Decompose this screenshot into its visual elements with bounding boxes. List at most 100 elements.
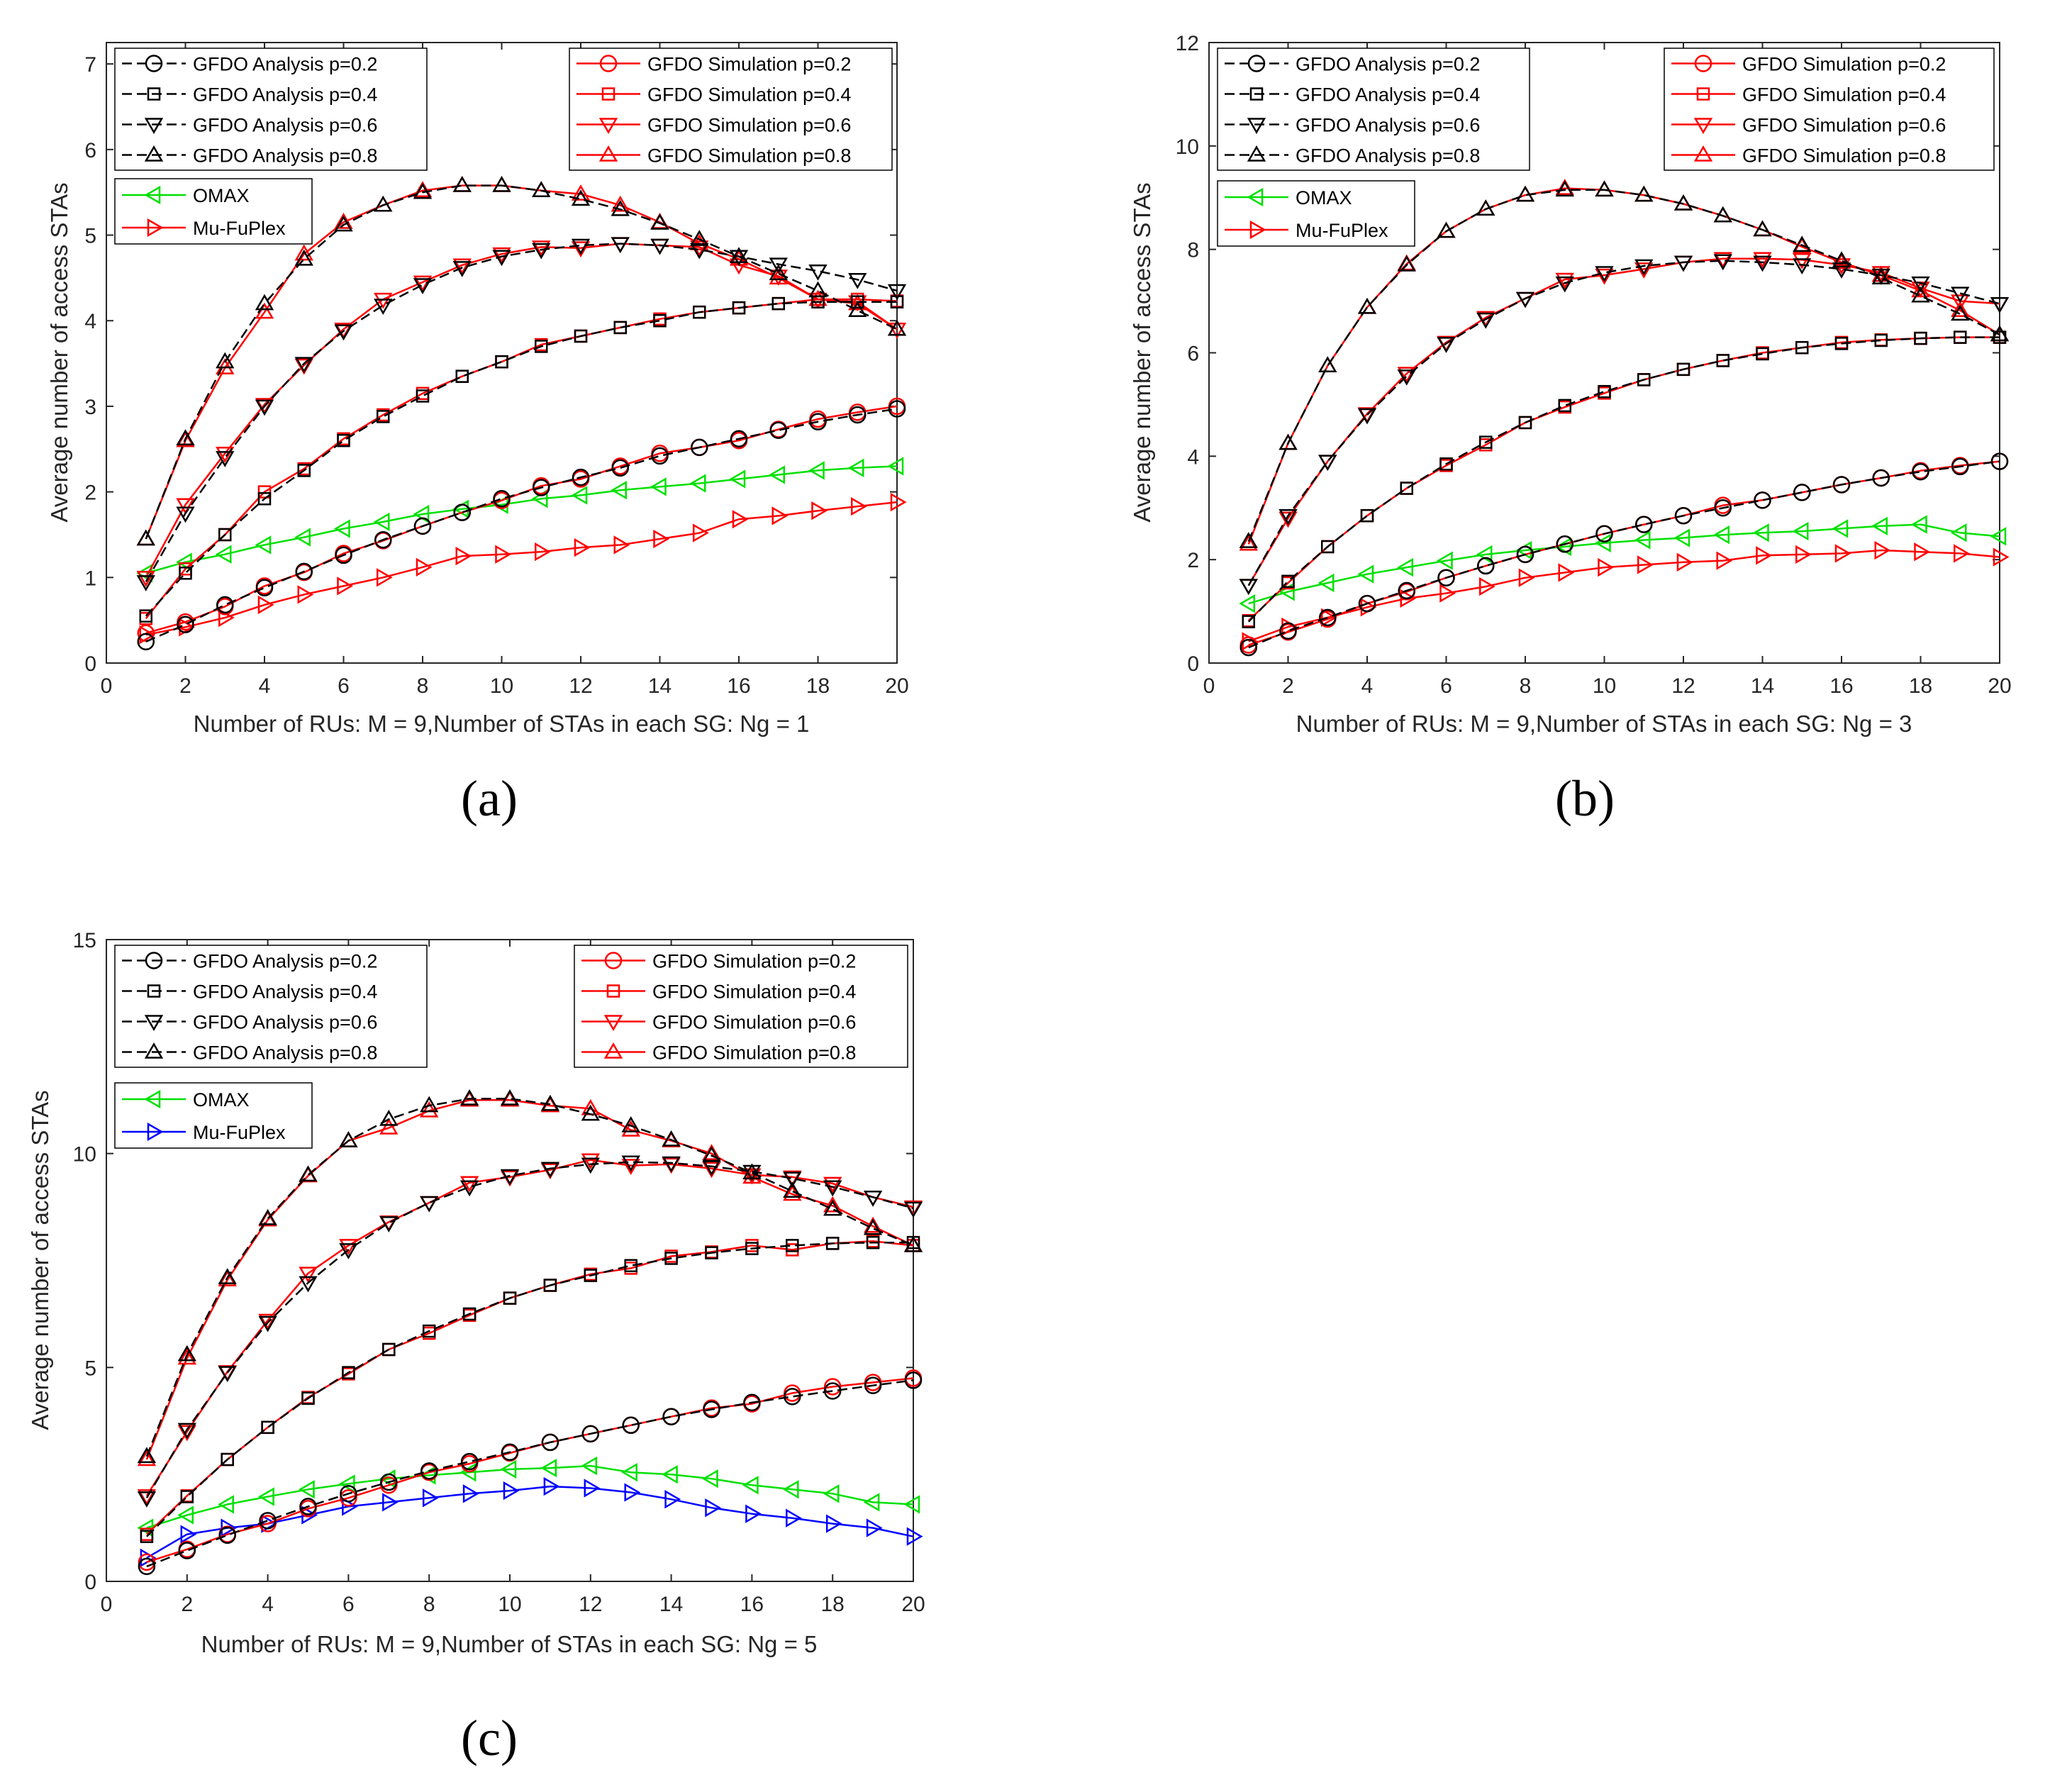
data-point bbox=[1713, 206, 1732, 223]
legend-analysis-entry: GFDO Analysis p=0.4 bbox=[1296, 84, 1480, 106]
data-point bbox=[888, 400, 906, 418]
data-point bbox=[784, 1388, 801, 1406]
data-point bbox=[1951, 294, 1970, 311]
data-point bbox=[866, 1518, 883, 1537]
data-point bbox=[379, 1216, 399, 1232]
data-point bbox=[1872, 469, 1890, 487]
series-line bbox=[1248, 460, 2000, 649]
data-point bbox=[1279, 622, 1297, 640]
data-point bbox=[380, 1473, 398, 1491]
data-point bbox=[863, 1190, 883, 1207]
data-point bbox=[571, 238, 591, 255]
data-point bbox=[1793, 258, 1812, 275]
data-point bbox=[176, 552, 192, 572]
data-point bbox=[866, 1235, 880, 1250]
data-point bbox=[177, 616, 194, 633]
data-point bbox=[689, 474, 706, 493]
data-point bbox=[334, 519, 350, 538]
data-point bbox=[1318, 455, 1337, 472]
legend-simulation-entry: GFDO Simulation p=0.8 bbox=[647, 145, 851, 167]
legend-analysis-entry: GFDO Analysis p=0.6 bbox=[1296, 115, 1480, 136]
series-gfdo-analysis-p-0-2 bbox=[138, 1371, 923, 1576]
data-point bbox=[1397, 557, 1413, 577]
data-point bbox=[340, 1485, 357, 1503]
data-point bbox=[1673, 255, 1693, 272]
legend-simulation-swatch-marker bbox=[1693, 145, 1713, 162]
series-line bbox=[145, 184, 898, 540]
data-point bbox=[1832, 251, 1851, 267]
data-point bbox=[1637, 555, 1654, 574]
data-point bbox=[581, 1157, 600, 1174]
data-point bbox=[1673, 194, 1693, 211]
x-tick-label: 12 bbox=[569, 674, 592, 698]
data-point bbox=[459, 1462, 477, 1482]
data-point bbox=[1555, 537, 1571, 557]
data-point bbox=[452, 176, 472, 192]
data-point bbox=[1479, 577, 1495, 596]
data-point bbox=[1674, 506, 1693, 525]
legend-analysis-entry: GFDO Analysis p=0.8 bbox=[193, 145, 377, 167]
data-point bbox=[338, 1474, 355, 1493]
legend-simulation-entry: GFDO Simulation p=0.6 bbox=[647, 115, 851, 136]
data-point bbox=[299, 1267, 318, 1284]
data-point bbox=[769, 257, 788, 274]
data-point bbox=[863, 1493, 880, 1512]
data-point bbox=[1555, 276, 1574, 293]
data-point bbox=[1792, 521, 1809, 541]
series-line bbox=[145, 1098, 914, 1457]
legend-analysis-entry: GFDO Analysis p=0.6 bbox=[193, 115, 377, 136]
data-point bbox=[662, 1408, 680, 1425]
data-point bbox=[374, 530, 392, 549]
x-tick-label: 10 bbox=[490, 674, 513, 698]
y-tick-label: 6 bbox=[84, 139, 96, 162]
x-tick-label: 8 bbox=[1520, 674, 1532, 698]
data-point bbox=[742, 1163, 762, 1180]
legend-analysis-swatch-marker bbox=[145, 55, 163, 72]
legend-analysis-entry: GFDO Analysis p=0.4 bbox=[193, 981, 377, 1003]
series-gfdo-analysis-p-0-8 bbox=[137, 1089, 923, 1464]
data-point bbox=[702, 1162, 721, 1179]
legend-simulation-swatch-marker bbox=[598, 145, 618, 162]
data-point bbox=[825, 1514, 842, 1533]
data-point bbox=[299, 1165, 318, 1182]
y-axis-label: Average number of access STAs bbox=[1129, 182, 1155, 522]
data-point bbox=[1834, 544, 1851, 563]
legend-baselines-swatch-marker bbox=[144, 1089, 161, 1109]
x-tick-label: 14 bbox=[648, 674, 672, 698]
x-tick-label: 2 bbox=[1282, 674, 1294, 698]
data-point bbox=[1912, 462, 1929, 481]
data-point bbox=[693, 523, 709, 542]
legend-simulation-entry: GFDO Simulation p=0.8 bbox=[652, 1042, 856, 1064]
data-point bbox=[1754, 491, 1771, 509]
panel-c: 0 2 4 6 8 10 12 14 16 18 20 0 5 10 15 Number of RUs: M … bbox=[27, 929, 925, 1657]
legend-analysis-swatch-marker bbox=[144, 1015, 164, 1031]
data-point bbox=[136, 529, 155, 546]
data-point bbox=[1279, 511, 1298, 528]
data-point bbox=[691, 438, 708, 457]
x-tick-label: 20 bbox=[1988, 674, 2011, 698]
data-point bbox=[903, 1495, 920, 1514]
data-point bbox=[1713, 252, 1732, 269]
data-point bbox=[611, 237, 630, 254]
legend-simulation-entry: GFDO Simulation p=0.2 bbox=[1742, 54, 1946, 75]
data-point bbox=[1871, 268, 1890, 285]
data-point bbox=[1951, 301, 1970, 317]
data-point bbox=[664, 1489, 681, 1509]
x-tick-label: 14 bbox=[659, 1593, 683, 1616]
data-point bbox=[732, 510, 749, 529]
data-point bbox=[503, 1481, 520, 1501]
x-tick-label: 0 bbox=[101, 674, 113, 698]
data-point bbox=[1397, 255, 1416, 272]
data-point bbox=[137, 1491, 157, 1508]
data-point bbox=[136, 571, 155, 587]
data-point bbox=[742, 1476, 759, 1495]
data-point bbox=[729, 247, 749, 263]
legend-analysis-entry: GFDO Analysis p=0.6 bbox=[193, 1012, 377, 1033]
data-point bbox=[422, 1488, 439, 1508]
data-point bbox=[584, 1269, 598, 1282]
data-point bbox=[1595, 268, 1614, 285]
data-point bbox=[1990, 325, 2010, 342]
data-point bbox=[1713, 254, 1732, 271]
data-point bbox=[1397, 367, 1416, 384]
